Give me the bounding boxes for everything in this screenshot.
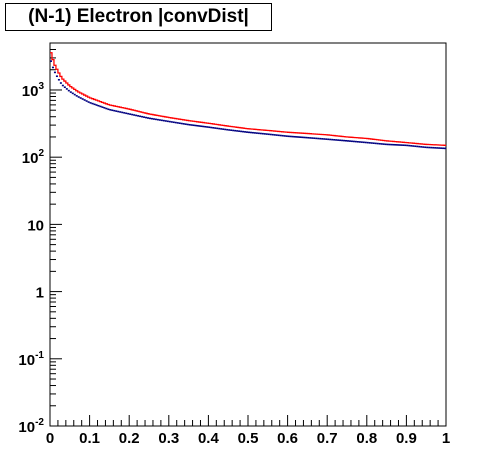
x-tick-label: 0.9 — [396, 430, 417, 447]
y-tick-label: 10-1 — [18, 350, 44, 369]
y-tick-label: 102 — [22, 148, 45, 167]
y-tick-exponent: -1 — [35, 350, 44, 361]
axis-ticks — [49, 42, 447, 427]
plot-area — [49, 52, 447, 150]
plot-frame — [49, 42, 447, 427]
y-tick-exponent: 3 — [38, 81, 44, 92]
y-tick-base: 10 — [22, 150, 39, 167]
x-tick-labels: 0 0.1 0.2 0.3 0.4 0.5 0.6 0.7 0.8 0.9 1 — [46, 430, 450, 447]
x-tick-label: 0.3 — [158, 430, 179, 447]
x-tick-label: 0.4 — [198, 430, 220, 447]
chart-title-box: (N-1) Electron |convDist| — [5, 3, 272, 31]
y-tick-label: 10 — [27, 217, 44, 234]
y-tick-base: 10 — [22, 83, 39, 100]
y-tick-base: 1 — [36, 285, 44, 302]
series-0-histogram — [50, 52, 446, 146]
y-tick-label: 1 — [36, 285, 44, 302]
chart-title: (N-1) Electron |convDist| — [28, 6, 249, 27]
x-tick-label: 0.6 — [277, 430, 298, 447]
y-tick-base: 10 — [18, 419, 35, 436]
y-tick-base: 10 — [18, 352, 35, 369]
x-tick-label: 0.7 — [317, 430, 338, 447]
y-tick-base: 10 — [27, 217, 44, 234]
x-tick-label: 0.1 — [79, 430, 100, 447]
x-tick-label: 0.8 — [356, 430, 377, 447]
x-tick-label: 0 — [46, 430, 54, 447]
y-tick-label: 10-2 — [18, 417, 44, 436]
x-tick-label: 0.5 — [238, 430, 259, 447]
y-tick-exponent: 2 — [38, 148, 44, 159]
y-tick-label: 103 — [22, 81, 45, 100]
x-tick-label: 0.2 — [119, 430, 140, 447]
y-tick-exponent: -2 — [35, 417, 44, 428]
x-tick-label: 1 — [442, 430, 450, 447]
